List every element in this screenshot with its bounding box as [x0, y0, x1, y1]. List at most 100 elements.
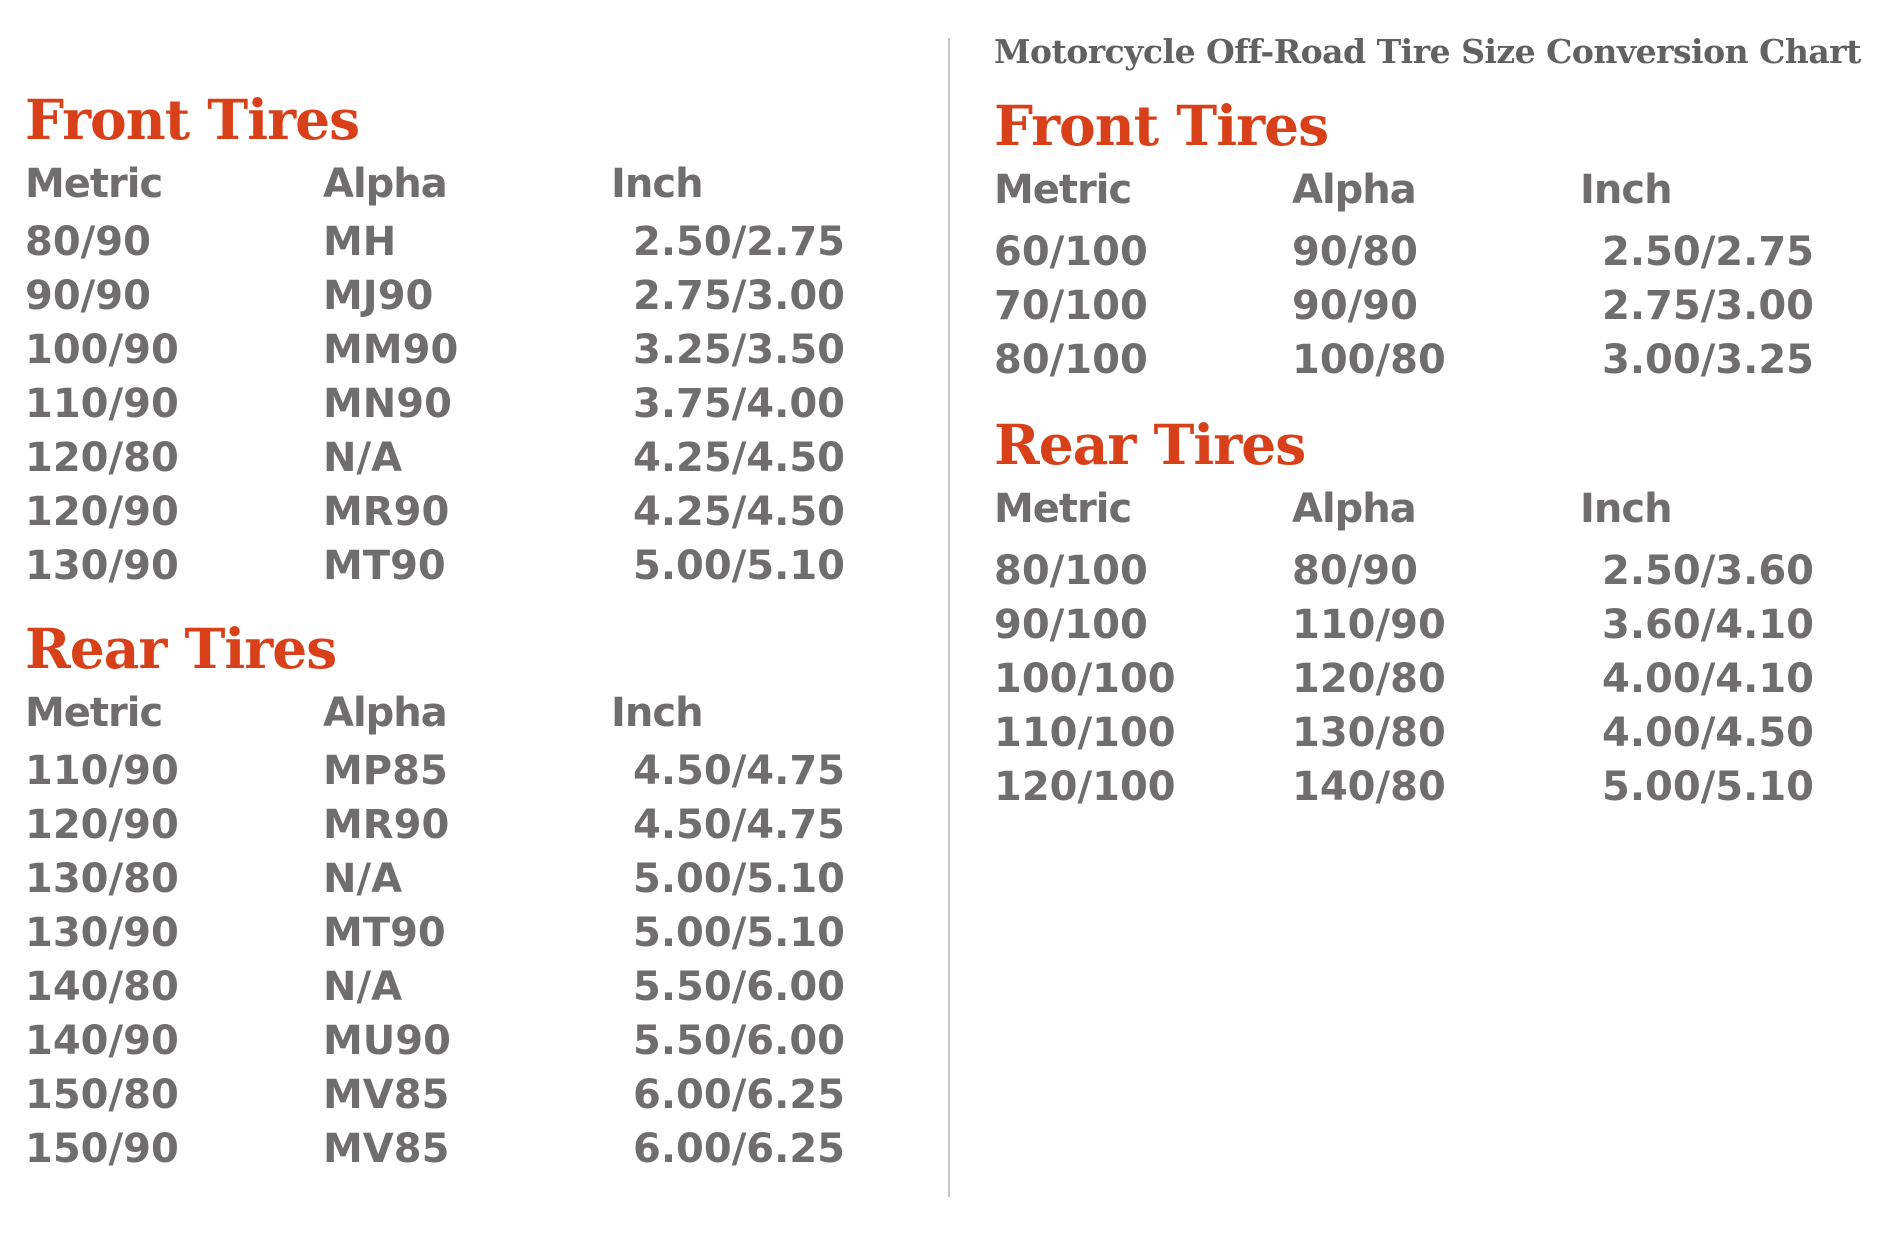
table-cell: MV85 [323, 1126, 450, 1172]
table-cell: N/A [323, 435, 403, 481]
table-cell: 3.60/4.10 [1602, 601, 1814, 648]
table-cell: 120/90 [25, 489, 179, 535]
table-cell: 3.00/3.25 [1602, 336, 1814, 383]
front-tires-heading: Front Tires [994, 92, 1329, 158]
table-cell: 5.00/5.10 [1602, 763, 1814, 810]
table-cell: 120/80 [1292, 655, 1446, 702]
table-cell: 120/90 [25, 802, 179, 848]
table-cell: 120/80 [25, 435, 179, 481]
table-cell: 80/100 [994, 547, 1148, 594]
table-cell: 120/100 [994, 763, 1176, 810]
column-header-inch: Inch [611, 690, 704, 736]
table-cell: 4.00/4.50 [1602, 709, 1814, 756]
table-cell: N/A [323, 964, 403, 1010]
table-row: 150/90 MV85 6.00/6.25 [25, 1122, 905, 1176]
table-row: 120/90 MR90 4.50/4.75 [25, 798, 905, 852]
page-title: Motorcycle Off-Road Tire Size Conversion… [994, 32, 1861, 71]
table-cell: 5.50/6.00 [633, 1018, 845, 1064]
table-row: 150/80 MV85 6.00/6.25 [25, 1068, 905, 1122]
table-cell: 130/80 [25, 856, 179, 902]
table-row: 70/100 90/90 2.75/3.00 [994, 279, 1874, 333]
front-tires-table: 80/90 MH 2.50/2.75 90/90 MJ90 2.75/3.00 100/90… [25, 215, 905, 593]
column-header-alpha: Alpha [1292, 485, 1417, 532]
street-tires-panel: Front Tires Metric Alpha Inch 80/90 MH 2.5… [25, 0, 905, 1176]
table-cell: MJ90 [323, 273, 434, 319]
table-cell: 2.50/2.75 [1602, 228, 1814, 275]
rear-tires-table: 110/90 MP85 4.50/4.75 120/90 MR90 4.50/4.75 13… [25, 744, 905, 1176]
table-row: 120/80 N/A 4.25/4.50 [25, 431, 905, 485]
table-cell: N/A [323, 856, 403, 902]
right-rear-tires-section: Rear Tires Metric Alpha Inch 80/100 80/90… [994, 417, 1874, 814]
column-header-alpha: Alpha [1292, 166, 1417, 213]
table-cell: 80/90 [25, 219, 151, 265]
column-header-inch: Inch [611, 161, 704, 207]
table-cell: 110/90 [25, 748, 179, 794]
column-header-alpha: Alpha [323, 161, 448, 207]
rear-tires-table: 80/100 80/90 2.50/3.60 90/100 110/90 3.60/4.1… [994, 544, 1874, 814]
table-header-row: Metric Alpha Inch [25, 690, 905, 736]
table-cell: 140/80 [25, 964, 179, 1010]
table-cell: 5.50/6.00 [633, 964, 845, 1010]
table-row: 100/100 120/80 4.00/4.10 [994, 652, 1874, 706]
table-cell: MP85 [323, 748, 448, 794]
column-header-inch: Inch [1580, 166, 1673, 213]
table-cell: 90/80 [1292, 228, 1418, 275]
table-header-row: Metric Alpha Inch [994, 486, 1874, 532]
table-cell: MM90 [323, 327, 459, 373]
table-header-row: Metric Alpha Inch [994, 167, 1874, 213]
table-cell: 150/80 [25, 1072, 179, 1118]
rear-tires-heading: Rear Tires [25, 616, 337, 681]
column-header-inch: Inch [1580, 485, 1673, 532]
table-cell: MH [323, 219, 397, 265]
table-cell: MT90 [323, 543, 446, 589]
table-row: 60/100 90/80 2.50/2.75 [994, 225, 1874, 279]
table-cell: MR90 [323, 489, 450, 535]
column-header-metric: Metric [25, 161, 163, 207]
table-cell: 5.00/5.10 [633, 543, 845, 589]
table-cell: MR90 [323, 802, 450, 848]
table-row: 130/90 MT90 5.00/5.10 [25, 906, 905, 960]
table-cell: 130/80 [1292, 709, 1446, 756]
table-row: 90/100 110/90 3.60/4.10 [994, 598, 1874, 652]
table-cell: 150/90 [25, 1126, 179, 1172]
table-row: 80/100 100/80 3.00/3.25 [994, 333, 1874, 387]
table-cell: 90/90 [1292, 282, 1418, 329]
table-cell: 140/80 [1292, 763, 1446, 810]
front-tires-heading: Front Tires [25, 87, 360, 152]
front-tires-table: 60/100 90/80 2.50/2.75 70/100 90/90 2.75/3.00… [994, 225, 1874, 387]
table-cell: 2.50/3.60 [1602, 547, 1814, 594]
table-cell: 3.75/4.00 [633, 381, 845, 427]
right-front-tires-section: Front Tires Metric Alpha Inch 60/100 90/8… [994, 98, 1874, 387]
vertical-divider [948, 38, 950, 1197]
left-rear-tires-section: Rear Tires Metric Alpha Inch 110/90 MP85 4… [25, 621, 905, 1176]
table-row: 80/90 MH 2.50/2.75 [25, 215, 905, 269]
table-cell: 2.75/3.00 [633, 273, 845, 319]
table-row: 120/90 MR90 4.25/4.50 [25, 485, 905, 539]
table-cell: 6.00/6.25 [633, 1126, 845, 1172]
table-cell: 140/90 [25, 1018, 179, 1064]
table-row: 120/100 140/80 5.00/5.10 [994, 760, 1874, 814]
table-header-row: Metric Alpha Inch [25, 161, 905, 207]
left-front-tires-section: Front Tires Metric Alpha Inch 80/90 MH 2.5… [25, 92, 905, 593]
table-cell: MV85 [323, 1072, 450, 1118]
table-cell: 4.50/4.75 [633, 748, 845, 794]
table-cell: 100/100 [994, 655, 1176, 702]
table-cell: MN90 [323, 381, 452, 427]
offroad-tires-panel: Motorcycle Off-Road Tire Size Conversion… [994, 0, 1874, 814]
column-header-alpha: Alpha [323, 690, 448, 736]
rear-tires-heading: Rear Tires [994, 411, 1306, 477]
table-row: 140/80 N/A 5.50/6.00 [25, 960, 905, 1014]
table-row: 110/90 MP85 4.50/4.75 [25, 744, 905, 798]
table-cell: 100/90 [25, 327, 179, 373]
table-cell: MT90 [323, 910, 446, 956]
table-cell: 4.00/4.10 [1602, 655, 1814, 702]
table-cell: MU90 [323, 1018, 451, 1064]
table-cell: 4.25/4.50 [633, 435, 845, 481]
table-cell: 70/100 [994, 282, 1148, 329]
column-header-metric: Metric [25, 690, 163, 736]
table-cell: 5.00/5.10 [633, 856, 845, 902]
table-cell: 90/100 [994, 601, 1148, 648]
table-row: 100/90 MM90 3.25/3.50 [25, 323, 905, 377]
table-row: 130/80 N/A 5.00/5.10 [25, 852, 905, 906]
table-cell: 5.00/5.10 [633, 910, 845, 956]
